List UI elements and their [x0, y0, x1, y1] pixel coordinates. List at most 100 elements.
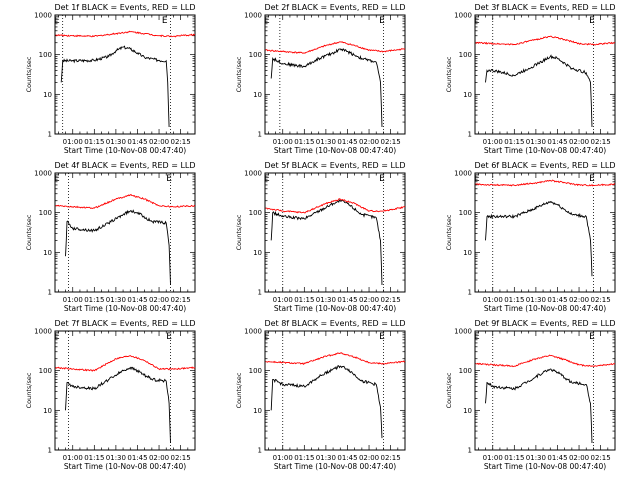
y-tick-label: 100 — [249, 209, 262, 217]
y-axis-label: Counts/sec — [445, 372, 453, 408]
x-tick-label: 01:45 — [127, 296, 147, 304]
x-axis-label: Start Time (10-Nov-08 00:47:40) — [274, 146, 396, 155]
x-tick-label: 02:15 — [171, 296, 191, 304]
lld-rate-line — [475, 179, 616, 187]
y-tick-label: 1000 — [454, 170, 472, 178]
event-marker-label: E — [379, 174, 385, 184]
events-rate-line — [270, 199, 383, 286]
x-tick-label: 01:30 — [106, 454, 126, 462]
y-tick-label: 10 — [253, 249, 262, 257]
events-rate-line — [485, 54, 593, 128]
event-marker-label: E — [589, 16, 595, 26]
x-tick-label: 01:30 — [316, 296, 336, 304]
x-axis-label: Start Time (10-Nov-08 00:47:40) — [484, 304, 606, 313]
event-marker-label: E — [54, 332, 60, 342]
y-tick-label: 1000 — [454, 328, 472, 336]
y-tick-label: 1000 — [244, 12, 262, 20]
x-tick-label: 01:15 — [504, 454, 524, 462]
y-axis-label: Counts/sec — [25, 56, 33, 92]
plot-frame — [54, 172, 196, 293]
lld-rate-line — [265, 41, 406, 54]
lld-rate-line — [475, 354, 616, 368]
x-tick-label: 01:30 — [316, 138, 336, 146]
x-axis-label: Start Time (10-Nov-08 00:47:40) — [484, 462, 606, 471]
y-axis-label: Counts/sec — [25, 214, 33, 250]
x-tick-label: 02:00 — [359, 454, 379, 462]
events-rate-line — [65, 209, 171, 286]
y-tick-label: 100 — [39, 367, 52, 375]
plot-frame — [264, 14, 406, 135]
x-tick-label: 01:45 — [337, 454, 357, 462]
events-rate-line — [270, 364, 383, 439]
x-tick-label: 01:30 — [106, 138, 126, 146]
x-tick-label: 02:00 — [359, 296, 379, 304]
y-tick-label: 100 — [249, 367, 262, 375]
events-rate-line — [60, 45, 170, 128]
plot-frame — [474, 14, 616, 135]
x-tick-label: 01:15 — [84, 296, 104, 304]
chart-panel: Det 2f BLACK = Events, RED = LLD 1 10 100 10… — [235, 3, 406, 155]
event-marker-label: E — [379, 332, 385, 342]
x-tick-label: 02:15 — [381, 296, 401, 304]
lld-rate-line — [265, 352, 406, 366]
y-tick-label: 1 — [48, 447, 52, 455]
y-tick-label: 1 — [258, 447, 262, 455]
panel-title: Det 8f BLACK = Events, RED = LLD — [264, 319, 405, 328]
x-axis-label: Start Time (10-Nov-08 00:47:40) — [484, 146, 606, 155]
x-axis-label: Start Time (10-Nov-08 00:47:40) — [64, 462, 186, 471]
y-tick-label: 10 — [253, 407, 262, 415]
plot-frame — [54, 330, 196, 451]
x-tick-label: 02:00 — [149, 296, 169, 304]
x-tick-label: 02:15 — [591, 296, 611, 304]
y-tick-label: 1000 — [244, 328, 262, 336]
panel-title: Det 9f BLACK = Events, RED = LLD — [474, 319, 615, 328]
x-tick-label: 02:15 — [171, 138, 191, 146]
y-tick-label: 100 — [39, 209, 52, 217]
x-tick-label: 01:15 — [294, 454, 314, 462]
x-tick-label: 01:45 — [337, 296, 357, 304]
y-tick-label: 100 — [249, 51, 262, 59]
x-tick-label: 01:45 — [547, 138, 567, 146]
event-marker-label: E — [589, 332, 595, 342]
y-tick-label: 1 — [468, 447, 472, 455]
lld-rate-line — [55, 30, 196, 38]
y-tick-label: 1000 — [244, 170, 262, 178]
event-marker-label: E — [589, 174, 595, 184]
y-tick-label: 1 — [258, 289, 262, 297]
y-tick-label: 10 — [463, 91, 472, 99]
lld-rate-line — [55, 193, 196, 210]
x-tick-label: 02:15 — [171, 454, 191, 462]
event-marker-label: E — [264, 332, 270, 342]
x-tick-label: 01:00 — [483, 296, 503, 304]
y-axis-label: Counts/sec — [445, 214, 453, 250]
y-tick-label: 1 — [48, 131, 52, 139]
event-marker-label: E — [264, 174, 270, 184]
x-axis-label: Start Time (10-Nov-08 00:47:40) — [274, 462, 396, 471]
chart-panel: Det 5f BLACK = Events, RED = LLD 1 10 100 10… — [235, 161, 406, 313]
panel-title: Det 2f BLACK = Events, RED = LLD — [264, 3, 405, 12]
x-tick-label: 02:00 — [569, 296, 589, 304]
x-tick-label: 01:45 — [127, 138, 147, 146]
chart-panel: Det 9f BLACK = Events, RED = LLD 1 10 100 10… — [445, 319, 616, 471]
panel-title: Det 1f BLACK = Events, RED = LLD — [54, 3, 195, 12]
x-tick-label: 02:15 — [591, 454, 611, 462]
x-tick-label: 01:45 — [337, 138, 357, 146]
x-tick-label: 01:00 — [63, 138, 83, 146]
y-tick-label: 100 — [39, 51, 52, 59]
x-tick-label: 02:15 — [381, 138, 401, 146]
chart-panel: Det 3f BLACK = Events, RED = LLD 1 10 100 10… — [445, 3, 616, 155]
panel-title: Det 7f BLACK = Events, RED = LLD — [54, 319, 195, 328]
x-tick-label: 01:30 — [316, 454, 336, 462]
plot-frame — [474, 330, 616, 451]
events-rate-line — [485, 368, 593, 444]
panel-title: Det 3f BLACK = Events, RED = LLD — [474, 3, 615, 12]
x-tick-label: 02:15 — [381, 454, 401, 462]
chart-panel: Det 8f BLACK = Events, RED = LLD 1 10 100 10… — [235, 319, 406, 471]
x-tick-label: 02:00 — [569, 454, 589, 462]
y-axis-label: Counts/sec — [445, 56, 453, 92]
plot-frame — [264, 330, 406, 451]
y-tick-label: 1000 — [34, 170, 52, 178]
event-marker-label: E — [474, 332, 480, 342]
y-tick-label: 100 — [459, 51, 472, 59]
lld-rate-line — [265, 198, 406, 214]
